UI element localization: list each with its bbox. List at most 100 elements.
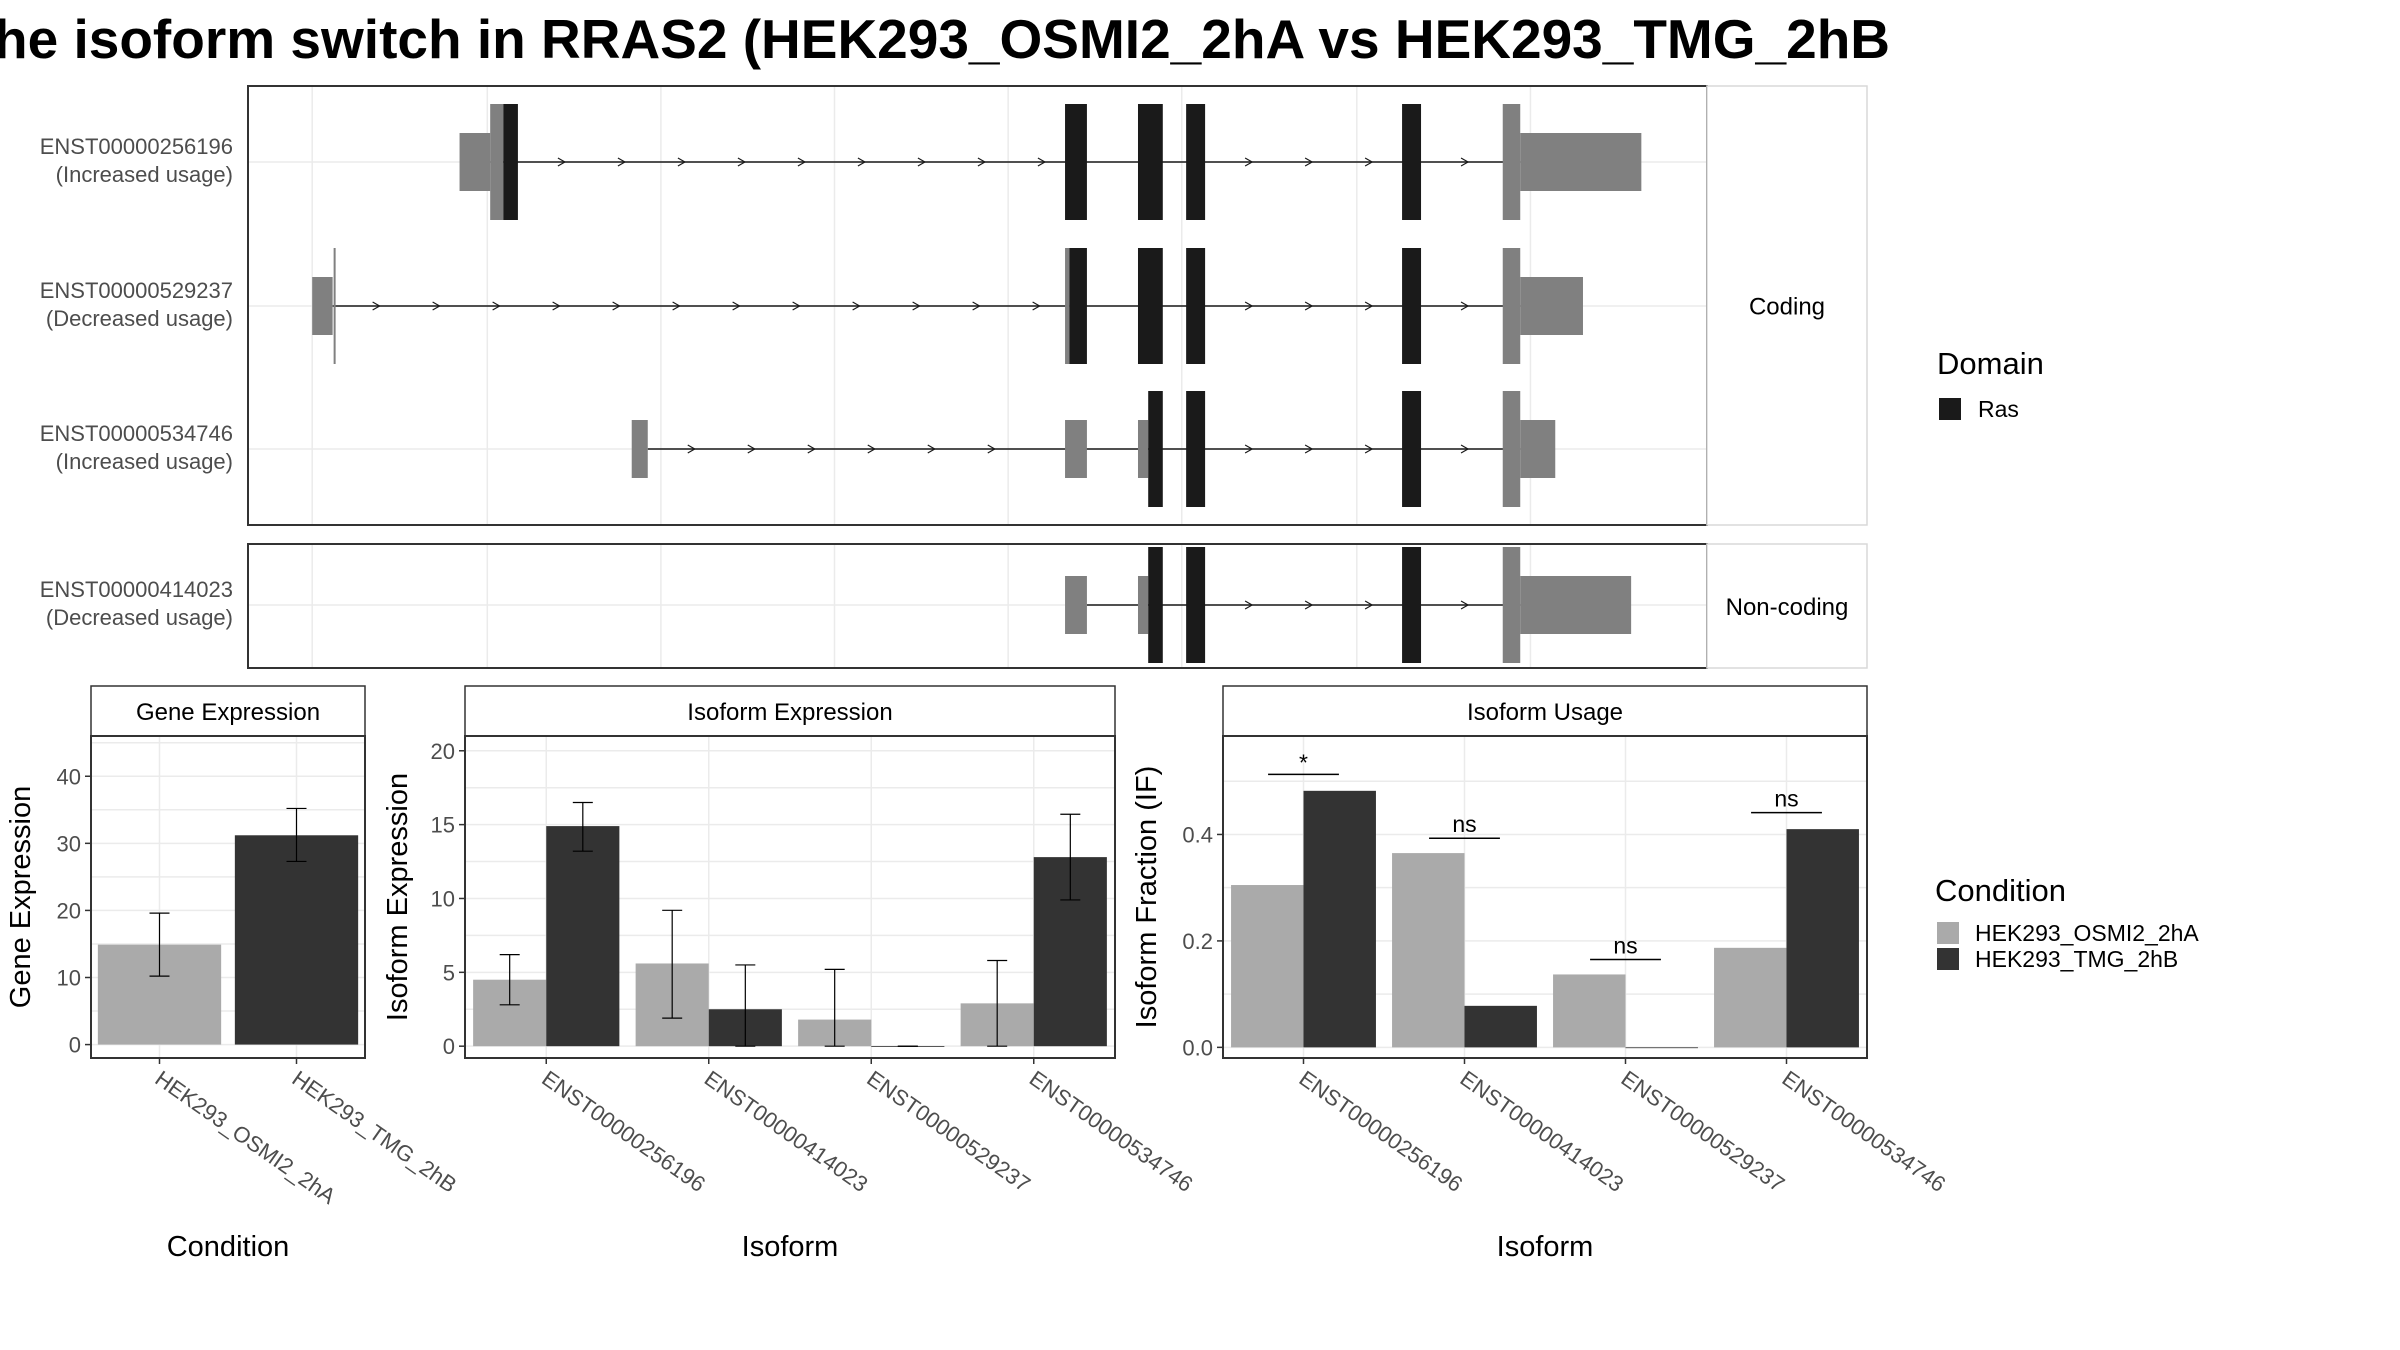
x-tick-label: ENST00000256196 <box>537 1066 710 1197</box>
panel-strip <box>90 685 366 737</box>
strand-arrow <box>1364 157 1374 167</box>
legend-key <box>1939 398 1961 420</box>
transcript-usage-label: (Increased usage) <box>56 449 233 474</box>
domain-legend: Domain Ras <box>1937 346 2044 422</box>
strand-arrow <box>1304 600 1314 610</box>
strand-arrow <box>807 444 816 454</box>
y-axis-title: Isoform Fraction (IF) <box>1131 766 1163 1029</box>
exon <box>1502 248 1521 364</box>
transcript-id-label: ENST00000256196 <box>40 134 233 159</box>
isoform-expression-panel: Isoform Expression 0 5 10 15 20 ENST0000025619… <box>382 685 1198 1263</box>
significance-annotation: ns <box>1429 811 1500 839</box>
x-axis-title: Condition <box>167 1231 290 1263</box>
strand-arrow <box>927 444 936 454</box>
domain-exon <box>1137 248 1163 364</box>
y-tick-label: 5 <box>443 960 455 985</box>
x-tick-label: ENST00000414023 <box>700 1066 873 1197</box>
bar <box>1625 1047 1698 1049</box>
strand-arrow <box>987 444 996 454</box>
strand-arrow <box>1304 157 1314 167</box>
domain-exon <box>1186 391 1206 507</box>
legend-label: HEK293_TMG_2hB <box>1975 946 2178 972</box>
exon <box>1137 420 1149 478</box>
exon <box>1520 133 1642 191</box>
exon <box>1520 277 1583 335</box>
significance-label: ns <box>1452 811 1476 837</box>
panel-title: Gene Expression <box>136 699 320 726</box>
domain-exon <box>1148 391 1163 507</box>
domain-exon <box>1137 104 1163 220</box>
legend-key <box>1937 922 1959 944</box>
bar <box>546 826 620 1047</box>
facet-strip-label: Non-coding <box>1726 594 1849 621</box>
strand-arrow <box>1037 157 1047 167</box>
strand-arrow <box>852 301 861 311</box>
x-tick-label: ENST00000534746 <box>1025 1066 1198 1197</box>
domain-exon <box>1186 104 1206 220</box>
structure-facet-non-coding: Non-coding <box>247 543 1868 669</box>
domain-exon <box>1402 248 1422 364</box>
exon <box>1502 547 1521 663</box>
strand-arrow <box>747 444 756 454</box>
domain-exon <box>503 104 518 220</box>
gene-expression-panel: Gene Expression010203040HEK293_OSMI2_2hA… <box>5 685 461 1263</box>
strand-arrow <box>1364 301 1374 311</box>
legend-title: Condition <box>1935 873 2066 908</box>
legend-title: Domain <box>1937 346 2044 381</box>
strand-arrow <box>1032 301 1041 311</box>
y-tick-label: 20 <box>431 739 455 764</box>
transcript-usage-label: (Decreased usage) <box>46 605 233 630</box>
significance-annotation: ns <box>1751 786 1822 814</box>
error-bar <box>824 968 845 1047</box>
exon <box>1065 248 1070 364</box>
bar <box>234 835 359 1045</box>
significance-annotation: ns <box>1590 933 1661 961</box>
bar <box>1303 790 1376 1048</box>
x-tick-label: ENST00000414023 <box>1456 1066 1629 1197</box>
strand-arrow <box>972 301 981 311</box>
strand-arrow <box>687 444 696 454</box>
exon <box>312 277 333 335</box>
transcript-id-label: ENST00000529237 <box>40 278 233 303</box>
exon <box>490 104 504 220</box>
x-tick-label: ENST00000534746 <box>1778 1066 1951 1197</box>
exon <box>631 420 648 478</box>
strand-arrow <box>372 301 381 311</box>
strand-arrow <box>1244 600 1254 610</box>
strand-arrow <box>792 301 801 311</box>
transcript-id-label: ENST00000534746 <box>40 421 233 446</box>
bar <box>1714 947 1787 1048</box>
strand-arrow <box>1244 444 1254 454</box>
strand-arrow <box>677 157 687 167</box>
strand-arrow <box>1364 600 1374 610</box>
figure-title: he isoform switch in RRAS2 (HEK293_OSMI2… <box>0 8 1890 70</box>
domain-exon <box>1065 104 1087 220</box>
x-axis-title: Isoform <box>1497 1231 1594 1263</box>
strand-arrow <box>492 301 501 311</box>
y-tick-label: 10 <box>57 966 81 991</box>
transcript-ENST00000256196: ENST00000256196 (Increased usage) <box>40 104 1642 220</box>
error-bar <box>1060 813 1081 901</box>
strand-arrow <box>737 157 747 167</box>
transcript-ENST00000529237: ENST00000529237 (Decreased usage) <box>40 248 1583 364</box>
transcript-ENST00000534746: ENST00000534746 (Increased usage) <box>40 391 1556 507</box>
domain-exon <box>1186 547 1206 663</box>
significance-label: ns <box>1774 786 1798 812</box>
strand-arrow <box>1364 444 1374 454</box>
x-tick-label: ENST00000256196 <box>1295 1066 1468 1197</box>
bar <box>1553 974 1626 1048</box>
exon <box>1065 576 1087 634</box>
domain-exon <box>1402 547 1422 663</box>
y-tick-label: 0 <box>69 1033 81 1058</box>
legend-label: HEK293_OSMI2_2hA <box>1975 920 2199 946</box>
strand-arrow <box>732 301 741 311</box>
significance-label: ns <box>1613 933 1637 959</box>
panel-strip <box>464 685 1116 737</box>
domain-exon <box>1148 547 1163 663</box>
x-tick-label: ENST00000529237 <box>1617 1066 1790 1197</box>
strand-arrow <box>977 157 987 167</box>
strand-arrow <box>1244 157 1254 167</box>
strand-arrow <box>857 157 867 167</box>
strand-arrow <box>1460 157 1470 167</box>
isoform-usage-panel: Isoform Usage * ns ns ns 0.0 0.2 0.4 ENST0000025… <box>1131 685 1951 1263</box>
